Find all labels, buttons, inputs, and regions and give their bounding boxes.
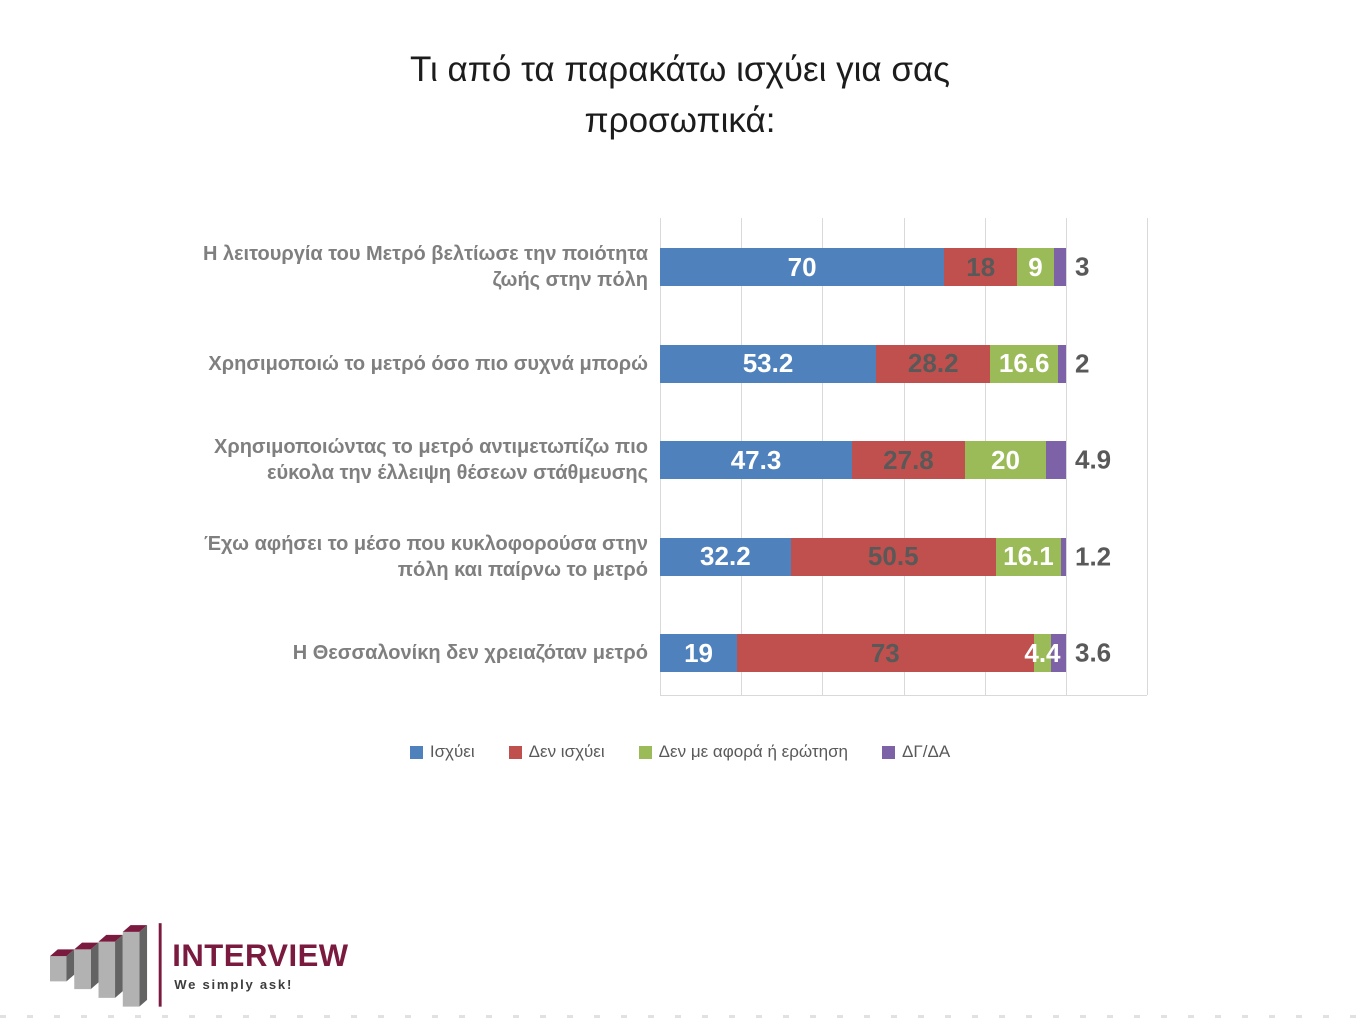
bar-row: 53.2 28.2 16.6: [660, 344, 1066, 383]
bar-row: 47.3 27.8 20: [660, 441, 1066, 479]
bar-segment: 20: [964, 441, 1047, 479]
bar-segment: 73: [737, 634, 1034, 672]
bar-segment: 9: [1017, 248, 1054, 286]
bar-segment: 18: [944, 248, 1018, 286]
category-label: Χρησιμοποιώντας το μετρό αντιμετωπίζω πι…: [213, 436, 648, 484]
segment-value-label: 70: [787, 251, 817, 282]
bar-segment: 16.1: [995, 537, 1062, 576]
outside-value-label: 3.6: [1075, 637, 1112, 668]
outside-value-label: 3: [1075, 251, 1090, 282]
bar-row: 32.2 50.5 16.1: [660, 537, 1066, 576]
outside-value-label: 4.9: [1075, 444, 1112, 475]
segment-value-label: 20: [991, 444, 1020, 475]
legend-swatch: [409, 745, 423, 759]
plot-area: 70 18 9 3 53.2 28.2 16.6 2 47.3 27.8 20 4.9 32.2 50.5…: [660, 218, 1148, 696]
legend-swatch: [638, 745, 652, 759]
segment-value-label: 9: [1028, 251, 1043, 282]
gridline: [1147, 218, 1148, 695]
segment-value-label: 18: [966, 251, 996, 282]
outside-value-label: 2: [1075, 348, 1090, 378]
bar-segment: 53.2: [660, 344, 876, 383]
segment-value-label: 19: [684, 637, 714, 668]
logo-bars-icon: [50, 925, 148, 1007]
category-label: Η Θεσσαλονίκη δεν χρειαζόταν μετρό: [292, 642, 648, 664]
segment-value-label: 50.5: [867, 541, 919, 571]
category-label: Έχω αφήσει το μέσο που κυκλοφορούσα στην…: [203, 532, 648, 581]
legend-swatch: [508, 745, 522, 759]
page-title: Τι από τα παρακάτω ισχύει για σας προσωπ…: [409, 50, 951, 140]
segment-value-label: 53.2: [742, 348, 794, 378]
logo-divider: [158, 923, 162, 1007]
legend-label: ΔΓ/ΔΑ: [902, 742, 951, 761]
bar-segment: 28.2: [875, 344, 991, 383]
bar-segment: [1046, 441, 1066, 479]
logo-tagline-text: We simply ask!: [174, 977, 293, 992]
legend-item: Δεν με αφορά ή ερώτηση: [638, 742, 849, 762]
segment-value-label: 28.2: [907, 348, 959, 378]
legend-label: Ισχύει: [429, 742, 475, 761]
segment-value-label: 16.6: [998, 348, 1050, 378]
logo-brand-text: INTERVIEW: [172, 938, 349, 973]
segment-value-label: 27.8: [883, 444, 934, 475]
segment-value-label: 4.4: [1024, 637, 1061, 668]
legend-label: Δεν ισχύει: [528, 742, 605, 761]
bar-segment: 47.3: [660, 441, 853, 479]
bar-segment: 70: [660, 248, 945, 286]
bar-row: 19 73 4.4: [660, 634, 1066, 672]
bar-segment: 16.6: [990, 344, 1058, 383]
bar-segment: [1061, 537, 1066, 576]
bar-row: 70 18 9: [660, 248, 1066, 286]
segment-value-label: 73: [870, 637, 900, 668]
category-label: Η λειτουργία του Μετρό βελτίωσε την ποιό…: [202, 243, 648, 291]
segment-value-label: 32.2: [700, 541, 751, 571]
outside-value-label: 1.2: [1075, 541, 1112, 571]
bar-segment: 19: [660, 634, 738, 672]
legend: Ισχύει Δεν ισχύει Δεν με αφορά ή ερώτηση ΔΓ…: [0, 742, 1360, 762]
bar-segment: 4.4: [1024, 634, 1061, 672]
bar-segment: [1053, 248, 1066, 286]
gridline: [1066, 218, 1067, 695]
bar-segment: [1057, 344, 1066, 383]
interview-logo: INTERVIEW We simply ask!: [50, 923, 349, 1007]
legend-item: Δεν ισχύει: [508, 742, 605, 762]
legend-item: ΔΓ/ΔΑ: [882, 742, 950, 762]
legend-swatch: [882, 745, 896, 759]
bar-segment: 32.2: [660, 537, 791, 576]
bar-segment: 27.8: [852, 441, 965, 479]
bar-segment: 50.5: [790, 537, 996, 576]
legend-label: Δεν με αφορά ή ερώτηση: [658, 742, 849, 761]
bottom-dashed-line: [0, 1015, 1360, 1018]
legend-item: Ισχύει: [409, 742, 475, 762]
category-label: Χρησιμοποιώ το μετρό όσο πιο συχνά μπορώ: [208, 352, 648, 375]
bar-segment: [1051, 634, 1066, 672]
segment-value-label: 16.1: [1003, 541, 1054, 571]
segment-value-label: 47.3: [730, 444, 782, 475]
